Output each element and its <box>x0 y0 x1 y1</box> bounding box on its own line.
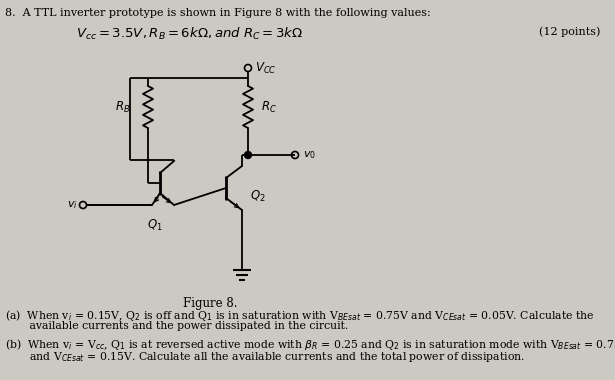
Text: $v_i$: $v_i$ <box>67 199 78 211</box>
Circle shape <box>245 152 252 158</box>
Text: $V_{cc}$$= 3.5V$$, R_B = 6k\Omega$$, and\ R_C = 3k\Omega$: $V_{cc}$$= 3.5V$$, R_B = 6k\Omega$$, and… <box>76 26 304 42</box>
Text: $v_0$: $v_0$ <box>303 149 316 161</box>
Text: $V_{CC}$: $V_{CC}$ <box>255 60 277 76</box>
Text: and V$_{CEsat}$ = 0.15V. Calculate all the available currents and the total powe: and V$_{CEsat}$ = 0.15V. Calculate all t… <box>5 350 525 364</box>
Text: Figure 8.: Figure 8. <box>183 297 237 310</box>
Text: (a)  When v$_i$ = 0.15V, Q$_2$ is off and Q$_1$ is in saturation with V$_{BEsat}: (a) When v$_i$ = 0.15V, Q$_2$ is off and… <box>5 308 595 323</box>
Text: (12 points): (12 points) <box>539 26 600 36</box>
Text: $Q_1$: $Q_1$ <box>147 218 163 233</box>
Text: available currents and the power dissipated in the circuit.: available currents and the power dissipa… <box>5 321 348 331</box>
Text: $Q_2$: $Q_2$ <box>250 188 266 204</box>
Text: $R_B$: $R_B$ <box>114 100 130 114</box>
Text: $R_C$: $R_C$ <box>261 100 277 114</box>
Text: (b)  When v$_i$ = V$_{cc}$, Q$_1$ is at reversed active mode with $\beta_R$ = 0.: (b) When v$_i$ = V$_{cc}$, Q$_1$ is at r… <box>5 337 615 352</box>
Text: 8.  A TTL inverter prototype is shown in Figure 8 with the following values:: 8. A TTL inverter prototype is shown in … <box>5 8 430 18</box>
